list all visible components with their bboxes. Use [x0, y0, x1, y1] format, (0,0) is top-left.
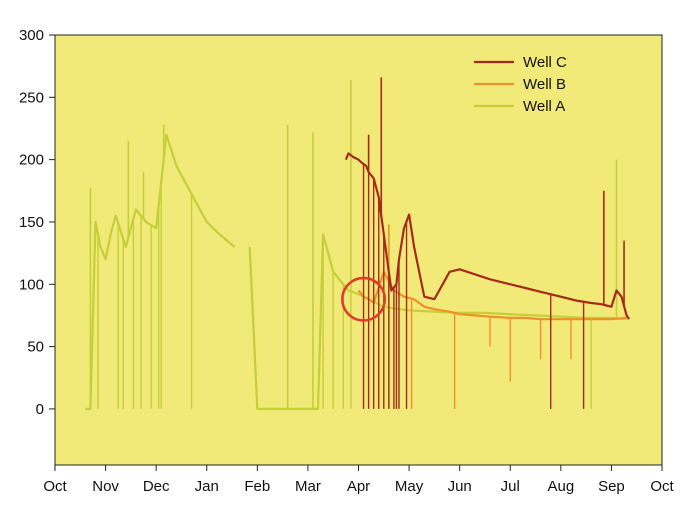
- y-tick-label: 300: [19, 27, 44, 44]
- legend-label: Well A: [523, 98, 565, 115]
- plot-background: [55, 35, 662, 465]
- x-tick-label: Apr: [347, 478, 370, 495]
- y-tick-label: 150: [19, 214, 44, 231]
- y-tick-label: 100: [19, 276, 44, 293]
- series-well-a: [85, 79, 627, 410]
- x-tick-label: Aug: [547, 478, 574, 495]
- y-tick-label: 200: [19, 152, 44, 169]
- axis-layer: 0 50 100 150 200 250 300 Oct Nov Dec Jan Feb Mar Apr M…: [19, 27, 675, 495]
- x-tick-label: Mar: [295, 478, 321, 495]
- x-tick-label: Jun: [448, 478, 472, 495]
- x-tick-label: Oct: [650, 478, 674, 495]
- legend-label: Well C: [523, 54, 567, 71]
- x-tick-label: Dec: [143, 478, 170, 495]
- x-tick-label: Feb: [244, 478, 270, 495]
- highlight-circle: [341, 276, 387, 322]
- y-tick-label: 50: [27, 339, 44, 356]
- series-layer: [85, 77, 631, 410]
- x-tick-label: Oct: [43, 478, 67, 495]
- legend: Well C Well B Well A: [474, 54, 567, 115]
- series-well-c: [344, 77, 631, 409]
- legend-label: Well B: [523, 76, 566, 93]
- x-tick-label: Sep: [598, 478, 625, 495]
- x-tick-label: May: [395, 478, 424, 495]
- x-tick-label: Nov: [92, 478, 119, 495]
- y-tick-label: 250: [19, 89, 44, 106]
- annotation-layer: [341, 276, 387, 322]
- series-line: [85, 133, 627, 410]
- x-tick-label: Jan: [195, 478, 219, 495]
- x-tick-label: Jul: [501, 478, 520, 495]
- y-tick-label: 0: [36, 401, 44, 418]
